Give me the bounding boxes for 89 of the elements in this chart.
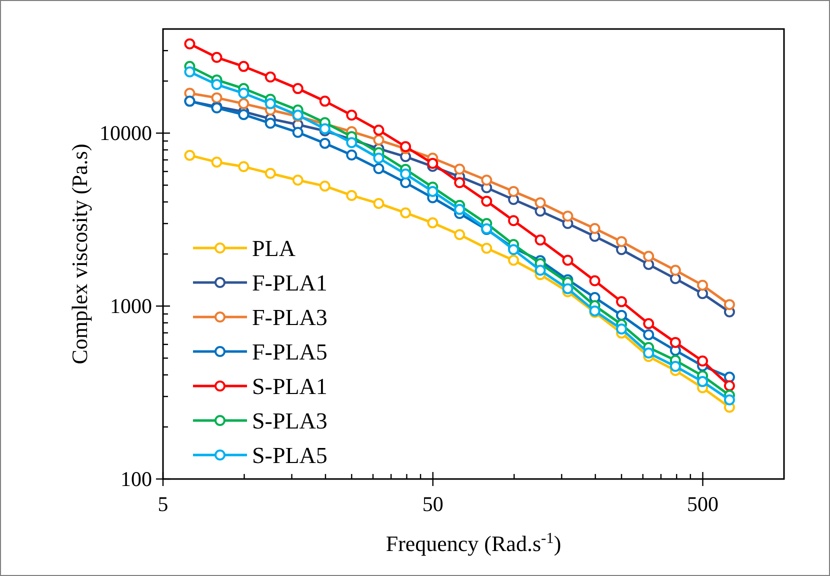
point <box>211 156 222 168</box>
y-axis-title: Complex viscosity (Pa.s) <box>67 144 92 364</box>
point <box>670 336 681 348</box>
point <box>616 236 628 248</box>
point <box>373 163 384 174</box>
point <box>616 310 628 321</box>
point <box>534 264 546 276</box>
point <box>534 234 546 246</box>
point <box>481 174 492 186</box>
y-tick-label: 100 <box>120 467 152 491</box>
x-tick-label: 50 <box>422 492 444 516</box>
point <box>427 158 438 169</box>
point <box>238 161 250 172</box>
point <box>724 372 735 383</box>
legend-label: F-PLA5 <box>252 340 328 364</box>
x-tick-label: 5 <box>158 492 168 516</box>
legend-label: S-PLA1 <box>252 374 328 399</box>
point <box>697 280 708 291</box>
point <box>400 207 412 218</box>
point <box>454 204 466 215</box>
point <box>454 177 466 188</box>
point <box>589 275 600 286</box>
point <box>346 110 358 121</box>
point <box>184 38 196 50</box>
point <box>697 288 708 300</box>
legend-label: PLA <box>252 236 296 261</box>
x-axis-title: Frequency (Rad.s$^{-1}$) <box>386 530 562 556</box>
point <box>184 66 196 78</box>
legend-label: S-PLA3 <box>252 408 328 434</box>
point <box>481 196 492 207</box>
point <box>643 348 654 359</box>
point <box>454 229 466 240</box>
point <box>292 126 304 138</box>
point <box>292 174 304 186</box>
point <box>670 264 681 276</box>
point <box>238 109 250 120</box>
legend-label: F-PLA1 <box>252 270 328 296</box>
point <box>238 88 250 99</box>
point <box>346 190 358 201</box>
point <box>562 210 574 222</box>
point <box>211 52 222 63</box>
point <box>373 134 384 146</box>
point <box>697 356 708 367</box>
point <box>373 124 384 136</box>
point <box>346 137 358 148</box>
point <box>373 152 384 164</box>
point <box>319 138 330 149</box>
y-tick-label: 1000 <box>110 294 152 318</box>
point <box>264 72 276 83</box>
point <box>373 198 384 209</box>
point <box>643 329 654 340</box>
point <box>211 92 222 104</box>
point <box>264 168 276 179</box>
x-tick-label: 500 <box>687 492 719 516</box>
point <box>589 222 600 234</box>
point <box>292 83 304 94</box>
point <box>211 79 222 90</box>
point <box>427 217 438 228</box>
point <box>238 60 250 72</box>
point <box>508 186 520 197</box>
point <box>184 150 196 161</box>
point <box>319 180 330 192</box>
point <box>724 299 735 310</box>
point <box>346 150 358 161</box>
point <box>264 98 276 110</box>
point <box>400 177 412 188</box>
point <box>670 360 681 372</box>
point <box>616 323 628 334</box>
legend-label: S-PLA5 <box>252 443 328 468</box>
point <box>319 96 330 107</box>
y-tick-label: 10000 <box>100 121 152 146</box>
point <box>400 168 412 180</box>
legend-label: F-PLA3 <box>252 305 328 330</box>
point <box>697 376 708 388</box>
point <box>724 394 735 406</box>
point <box>562 283 574 294</box>
point <box>508 254 520 266</box>
point <box>534 197 546 208</box>
point <box>264 118 276 129</box>
point <box>454 164 466 175</box>
point <box>238 98 250 110</box>
point <box>724 380 735 392</box>
point <box>508 215 520 226</box>
point <box>643 318 654 330</box>
point <box>481 242 492 254</box>
point <box>643 250 654 262</box>
point <box>427 186 438 197</box>
point <box>562 254 574 266</box>
point <box>616 296 628 308</box>
